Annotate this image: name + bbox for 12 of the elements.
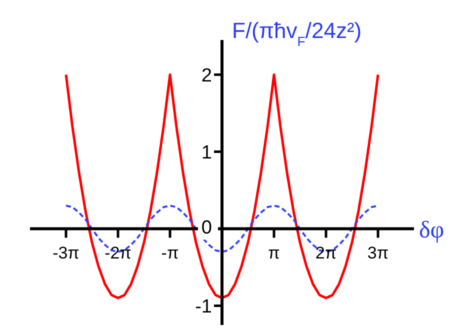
x-tick-label: 3π xyxy=(367,244,389,263)
x-tick-label: -2π xyxy=(104,244,132,263)
x-tick-label: π xyxy=(268,244,280,263)
x-tick-label: -π xyxy=(161,244,179,263)
x-tick-label: -3π xyxy=(52,244,80,263)
y-tick-label: 1 xyxy=(201,142,212,164)
y-tick-label: 0 xyxy=(201,218,212,239)
x-axis-title: δφ xyxy=(419,218,444,244)
x-tick-label: 2π xyxy=(315,244,337,263)
y-tick-label: 2 xyxy=(201,66,212,87)
y-axis-title: F/(πħv$_{F}$/24z²) xyxy=(232,18,362,48)
y-tick-label: -1 xyxy=(195,296,212,318)
